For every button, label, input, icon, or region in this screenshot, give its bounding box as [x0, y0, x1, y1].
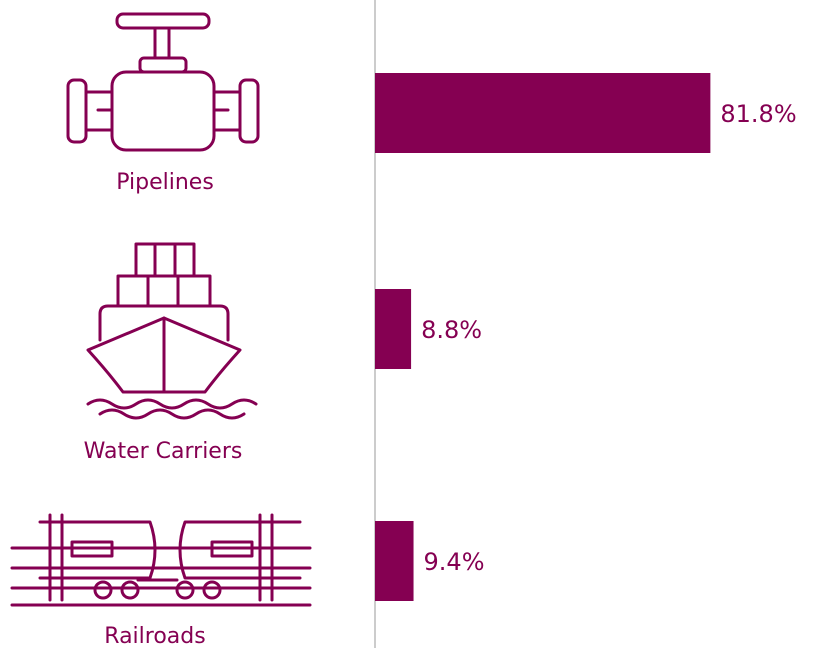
- value-label: 9.4%: [424, 548, 485, 576]
- value-label: 8.8%: [421, 316, 482, 344]
- bar: [375, 521, 414, 601]
- railroad-icon: [10, 513, 312, 607]
- bar: [375, 73, 711, 153]
- value-label: 81.8%: [720, 100, 796, 128]
- category-label: Railroads: [104, 624, 205, 649]
- pipeline-icon: [66, 12, 260, 152]
- ship-icon: [86, 242, 258, 420]
- category-label: Water Carriers: [84, 439, 243, 464]
- category-label: Pipelines: [116, 170, 214, 195]
- bar: [375, 289, 412, 369]
